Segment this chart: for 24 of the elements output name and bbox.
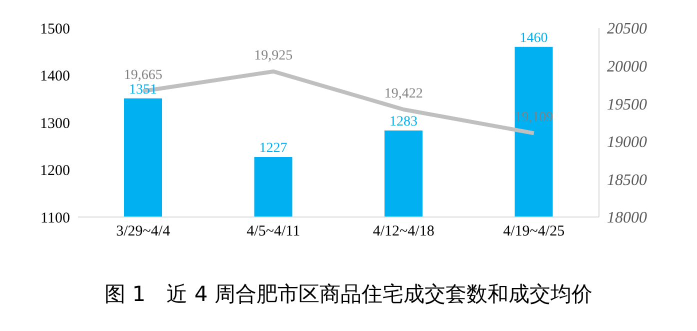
data-label: 1460 [520,30,548,46]
x-tick-label: 4/5~4/11 [246,224,300,240]
data-label: 19,665 [124,68,162,84]
y-tick-label: 1300 [40,116,70,132]
y2-tick-label: 18000 [607,210,647,227]
data-label: 1227 [259,140,288,156]
text: 图 1 近 4 周合肥市区商品住宅成交套数和成交均价 [104,281,594,308]
y-tick-label: 1200 [40,163,70,180]
x-tick-label: 4/12~4/18 [372,224,434,240]
data-label: 1283 [390,114,418,130]
data-label: 19,422 [384,86,423,102]
y-tick-label: 1400 [40,68,70,85]
data-label: 19,109 [514,110,554,126]
y-tick-label: 1100 [40,210,70,226]
x-tick-label: 3/29~4/4 [116,224,171,240]
data-label: 1351 [129,82,157,98]
y2-tick-label: 18500 [607,172,647,189]
y2-tick-label: 19500 [607,96,647,114]
data-label: 19,925 [254,48,293,64]
x-tick-label: 4/19~4/25 [503,224,565,240]
y2-tick-label: 19000 [607,134,647,152]
y2-tick-label: 20500 [607,20,647,38]
y2-tick-label: 20000 [607,58,647,76]
y-tick-label: 1500 [40,21,70,38]
